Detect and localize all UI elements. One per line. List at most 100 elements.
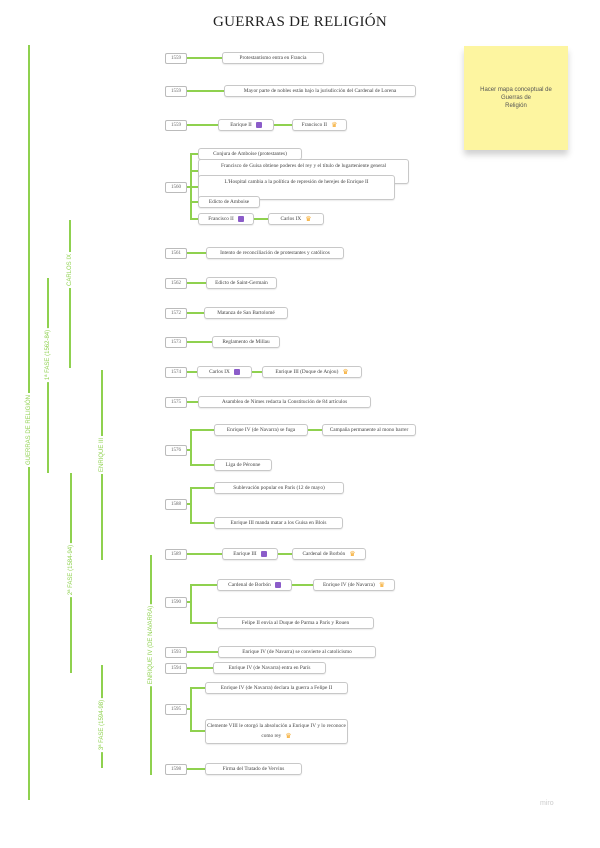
branch-label-enrique4[interactable]: ENRIQUE IV (DE NAVARRA) bbox=[148, 603, 154, 687]
sticky-line: Guerras de bbox=[500, 95, 531, 101]
event-node[interactable]: Edicto de Amboise bbox=[198, 196, 260, 208]
event-node[interactable]: Carlos IX bbox=[197, 366, 252, 378]
event-node[interactable]: Liga de Péronne bbox=[214, 459, 272, 471]
connector-line bbox=[274, 124, 292, 126]
year-label[interactable]: 1559 bbox=[165, 86, 187, 97]
node-text: Reglamento de Millau bbox=[222, 339, 270, 345]
connector-line bbox=[187, 503, 191, 505]
connector-line bbox=[190, 487, 214, 489]
event-node[interactable]: Reglamento de Millau bbox=[212, 336, 280, 348]
year-label[interactable]: 1561 bbox=[165, 248, 187, 259]
event-node[interactable]: Enrique IV (de Navarra) declara la guerr… bbox=[205, 682, 348, 694]
event-node[interactable]: Edicto de Saint-Germain bbox=[206, 277, 277, 289]
event-node[interactable]: Firma del Tratado de Vervins bbox=[205, 763, 302, 775]
node-text: Enrique II bbox=[230, 122, 252, 128]
connector-line bbox=[308, 429, 322, 431]
year-label[interactable]: 1575 bbox=[165, 397, 187, 408]
year-label[interactable]: 1589 bbox=[165, 549, 187, 560]
year-label[interactable]: 1593 bbox=[165, 647, 187, 658]
ruler-icon bbox=[255, 121, 262, 128]
year-label[interactable]: 1576 bbox=[165, 445, 187, 456]
event-node[interactable]: Francisco II bbox=[198, 213, 254, 225]
connector-line bbox=[187, 449, 191, 451]
year-label[interactable]: 1595 bbox=[165, 704, 187, 715]
event-node[interactable]: Sublevación popular en París (12 de mayo… bbox=[214, 482, 344, 494]
connector-line bbox=[190, 488, 192, 524]
event-node[interactable]: Cardenal de Borbón bbox=[217, 579, 292, 591]
connector-line bbox=[190, 687, 205, 689]
year-label[interactable]: 1574 bbox=[165, 367, 187, 378]
successor-node[interactable]: Carlos IX ♛ bbox=[268, 213, 324, 225]
event-node[interactable]: L'Hospital cambia a la política de repre… bbox=[198, 175, 395, 200]
sticky-line: Religión bbox=[505, 103, 527, 109]
event-node[interactable]: Enrique II bbox=[218, 119, 274, 131]
node-text: Firma del Tratado de Vervins bbox=[222, 766, 285, 772]
year-label[interactable]: 1573 bbox=[165, 337, 187, 348]
year-label[interactable]: 1588 bbox=[165, 499, 187, 510]
node-text: Campaña permanente al mono barrer bbox=[329, 427, 409, 433]
successor-node[interactable]: Enrique III (Duque de Anjou) ♛ bbox=[262, 366, 362, 378]
crown-icon: ♛ bbox=[331, 120, 338, 129]
sticky-note[interactable]: Hacer mapa conceptual de Guerras de Reli… bbox=[464, 46, 568, 150]
branch-label-fase1[interactable]: 1ª FASE (1562-84) bbox=[45, 327, 51, 383]
event-node[interactable]: Enrique III bbox=[222, 548, 278, 560]
year-label[interactable]: 1594 bbox=[165, 663, 187, 674]
connector-line bbox=[187, 708, 191, 710]
connector-line bbox=[190, 218, 198, 220]
event-node[interactable]: Mayor parte de nobles están bajo la juri… bbox=[224, 85, 416, 97]
successor-node[interactable]: Francisco II ♛ bbox=[292, 119, 347, 131]
node-text: Enrique IV (de Navarra) bbox=[322, 582, 375, 588]
year-label[interactable]: 1562 bbox=[165, 278, 187, 289]
connector-line bbox=[190, 622, 217, 624]
connector-line bbox=[187, 282, 206, 284]
connector-line bbox=[190, 170, 198, 172]
connector-line bbox=[187, 651, 218, 653]
event-node[interactable]: Enrique III manda matar a los Guisa en B… bbox=[214, 517, 343, 529]
branch-label-enrique3[interactable]: ENRIQUE III bbox=[99, 435, 105, 475]
connector-line bbox=[190, 201, 198, 203]
crown-icon: ♛ bbox=[349, 549, 356, 558]
event-node[interactable]: Clemente VIII le otorgó la absolución a … bbox=[205, 719, 348, 744]
node-text: Clemente VIII le otorgó la absolución a … bbox=[207, 723, 346, 739]
ruler-icon bbox=[274, 581, 281, 588]
year-label[interactable]: 1590 bbox=[165, 597, 187, 608]
branch-label-carlos9[interactable]: CARLOS IX bbox=[67, 251, 73, 289]
connector-line bbox=[252, 371, 262, 373]
event-node[interactable]: Felipe II envía al Duque de Parma a Parí… bbox=[217, 617, 374, 629]
year-label[interactable]: 1559 bbox=[165, 120, 187, 131]
node-text: Felipe II envía al Duque de Parma a Parí… bbox=[241, 620, 350, 626]
connector-line bbox=[187, 553, 222, 555]
crown-icon: ♛ bbox=[305, 214, 312, 223]
crown-icon: ♛ bbox=[378, 580, 386, 589]
connector-line bbox=[190, 430, 192, 466]
node-text: Enrique IV (de Navarra) se fuga bbox=[226, 427, 296, 433]
event-node[interactable]: Enrique IV (de Navarra) entra en París bbox=[213, 662, 326, 674]
year-label[interactable]: 1559 bbox=[165, 53, 187, 64]
successor-node[interactable]: Enrique IV (de Navarra) ♛ bbox=[313, 579, 395, 591]
connector-line bbox=[187, 57, 222, 59]
event-node[interactable]: Intento de reconciliación de protestante… bbox=[206, 247, 344, 259]
connector-line bbox=[190, 585, 192, 624]
year-label[interactable]: 1598 bbox=[165, 764, 187, 775]
event-node[interactable]: Enrique IV (de Navarra) se fuga bbox=[214, 424, 308, 436]
ruler-icon bbox=[260, 550, 267, 557]
connector-line bbox=[187, 768, 205, 770]
node-text: Asamblea de Nimes redacta la Constitució… bbox=[221, 399, 348, 405]
node-text: Matanza de San Bartolomé bbox=[217, 310, 275, 316]
branch-line-carlos9[interactable] bbox=[69, 220, 71, 368]
connector-line bbox=[187, 601, 191, 603]
branch-label-fase3[interactable]: 3ª FASE (1594-98) bbox=[99, 697, 105, 753]
successor-node[interactable]: Cardenal de Borbón ♛ bbox=[292, 548, 366, 560]
crown-icon: ♛ bbox=[342, 367, 349, 376]
event-node[interactable]: Enrique IV (de Navarra) se convierte al … bbox=[218, 646, 376, 658]
successor-node[interactable]: Campaña permanente al mono barrer bbox=[322, 424, 416, 436]
branch-label-root[interactable]: GUERRAS DE RELIGIÓN bbox=[26, 392, 32, 468]
year-label[interactable]: 1560 bbox=[165, 182, 187, 193]
connector-line bbox=[254, 218, 268, 220]
year-label[interactable]: 1572 bbox=[165, 308, 187, 319]
event-node[interactable]: Matanza de San Bartolomé bbox=[204, 307, 288, 319]
event-node[interactable]: Protestantismo entra en Francia bbox=[222, 52, 324, 64]
event-node[interactable]: Asamblea de Nimes redacta la Constitució… bbox=[198, 396, 371, 408]
branch-label-fase2[interactable]: 2ª FASE (1584-94) bbox=[68, 542, 74, 598]
node-text: Carlos IX bbox=[280, 216, 302, 222]
